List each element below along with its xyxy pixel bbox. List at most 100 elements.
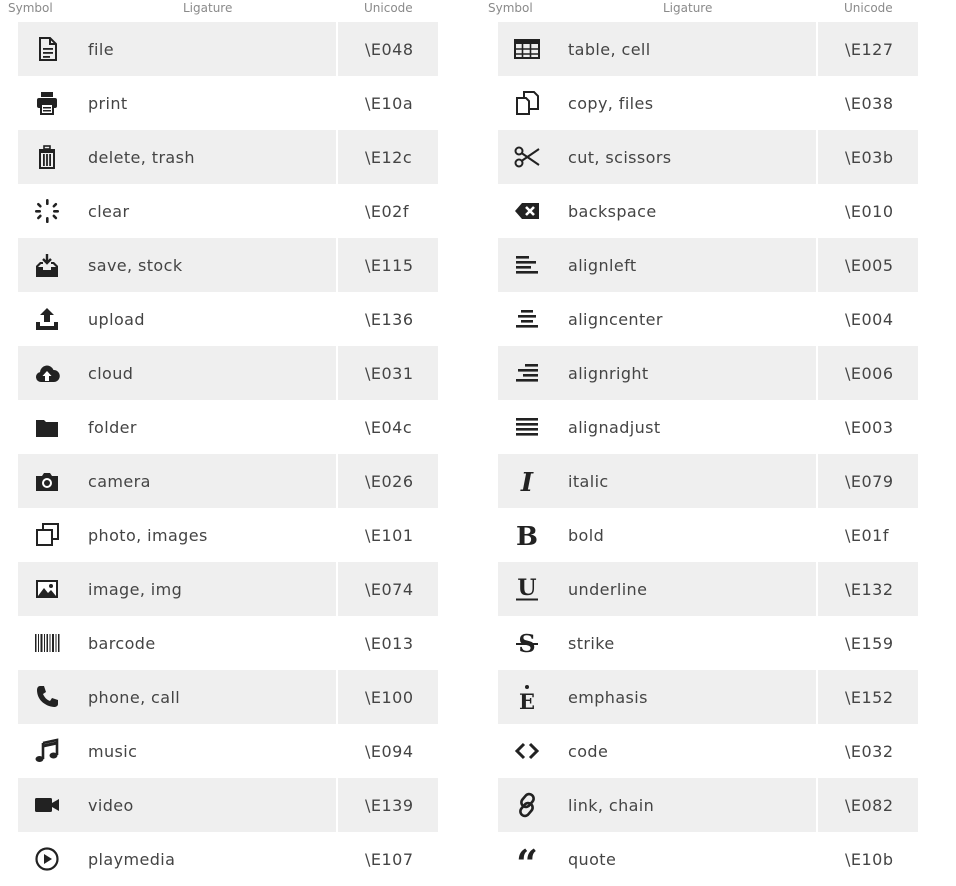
symbol-ligature-cell: “ quote: [498, 832, 816, 886]
symbol-ligature-cell: code: [498, 724, 816, 778]
image-icon: [18, 576, 76, 602]
folder-icon: [18, 414, 76, 440]
table-row: barcode \E013: [18, 616, 438, 670]
unicode-value: \E006: [818, 346, 918, 400]
copy-icon: [498, 90, 556, 116]
print-icon: [18, 90, 76, 116]
unicode-value: \E03b: [818, 130, 918, 184]
unicode-value: \E004: [845, 309, 894, 329]
symbol-ligature-cell: folder: [18, 400, 336, 454]
header-symbol: Symbol: [488, 1, 533, 15]
phone-icon: [18, 684, 76, 710]
symbol-ligature-cell: alignleft: [498, 238, 816, 292]
unicode-value: \E10b: [845, 849, 894, 869]
unicode-value: \E082: [818, 778, 918, 832]
ligature-label: table, cell: [568, 39, 651, 59]
underline-icon: U: [498, 576, 556, 602]
table-row: “ quote \E10b: [498, 832, 918, 886]
strike-icon: S: [498, 630, 556, 656]
symbol-ligature-cell: alignright: [498, 346, 816, 400]
ligature-label: upload: [88, 309, 145, 329]
header-symbol: Symbol: [8, 1, 53, 15]
table-header: Symbol Ligature Unicode: [8, 0, 438, 22]
symbol-ligature-cell: cloud: [18, 346, 336, 400]
ligature-label: underline: [568, 579, 648, 599]
symbol-ligature-cell: upload: [18, 292, 336, 346]
symbol-ligature-cell: aligncenter: [498, 292, 816, 346]
unicode-value: \E127: [818, 22, 918, 76]
unicode-value: \E031: [338, 346, 438, 400]
unicode-value: \E048: [338, 22, 438, 76]
symbol-ligature-cell: alignadjust: [498, 400, 816, 454]
table-row: backspace \E010: [498, 184, 918, 238]
svg-text:“: “: [516, 846, 538, 872]
ligature-label: barcode: [88, 633, 156, 653]
svg-text:E: E: [519, 689, 535, 710]
ligature-label: playmedia: [88, 849, 176, 869]
ligature-label: strike: [568, 633, 615, 653]
unicode-value: \E074: [338, 562, 438, 616]
barcode-icon: [18, 630, 76, 656]
symbol-ligature-cell: clear: [18, 184, 336, 238]
unicode-value: \E01f: [845, 525, 889, 545]
backspace-icon: [498, 198, 556, 224]
table-row: table, cell \E127: [498, 22, 918, 76]
header-ligature: Ligature: [663, 1, 713, 15]
upload-icon: [18, 306, 76, 332]
table-row: alignadjust \E003: [498, 400, 918, 454]
align-justify-icon: [498, 414, 556, 440]
unicode-value: \E038: [845, 93, 894, 113]
unicode-value: \E032: [845, 741, 894, 761]
ligature-label: link, chain: [568, 795, 655, 815]
unicode-value: \E003: [845, 417, 894, 437]
ligature-label: copy, files: [568, 93, 654, 113]
table-row: image, img \E074: [18, 562, 438, 616]
symbol-ligature-cell: save, stock: [18, 238, 336, 292]
unicode-value: \E04c: [365, 417, 413, 437]
ligature-label: camera: [88, 471, 151, 491]
quote-icon: “: [498, 846, 556, 872]
symbol-ligature-cell: link, chain: [498, 778, 816, 832]
svg-text:I: I: [520, 468, 534, 494]
table-row: music \E094: [18, 724, 438, 778]
table-row: camera \E026: [18, 454, 438, 508]
code-icon: [498, 738, 556, 764]
symbol-ligature-cell: phone, call: [18, 670, 336, 724]
unicode-value: \E010: [845, 201, 894, 221]
bold-icon: B: [498, 522, 556, 548]
unicode-value: \E132: [818, 562, 918, 616]
unicode-value: \E10a: [365, 93, 414, 113]
table-row: cloud \E031: [18, 346, 438, 400]
symbol-ligature-cell: print: [18, 76, 336, 130]
symbol-ligature-cell: barcode: [18, 616, 336, 670]
camera-icon: [18, 468, 76, 494]
unicode-value: \E152: [818, 670, 918, 724]
unicode-value: \E107: [365, 849, 414, 869]
symbol-ligature-cell: music: [18, 724, 336, 778]
table-row: alignleft \E005: [498, 238, 918, 292]
unicode-value: \E026: [338, 454, 438, 508]
symbol-ligature-cell: table, cell: [498, 22, 816, 76]
ligature-label: image, img: [88, 579, 183, 599]
ligature-label: italic: [568, 471, 609, 491]
table-row: upload \E136: [18, 292, 438, 346]
ligature-label: delete, trash: [88, 147, 195, 167]
symbol-ligature-cell: copy, files: [498, 76, 816, 130]
ligature-label: alignleft: [568, 255, 637, 275]
unicode-value: \E02f: [365, 201, 409, 221]
table-row: link, chain \E082: [498, 778, 918, 832]
symbol-ligature-cell: playmedia: [18, 832, 336, 886]
scissors-icon: [498, 144, 556, 170]
table-icon: [498, 36, 556, 62]
symbol-ligature-cell: file: [18, 22, 336, 76]
ligature-label: folder: [88, 417, 137, 437]
